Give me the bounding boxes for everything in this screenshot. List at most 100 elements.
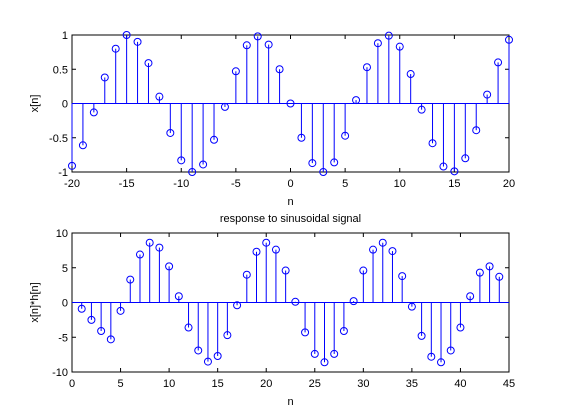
x-tick-label: -5 <box>231 178 241 190</box>
stem-marker <box>155 243 164 252</box>
stem-marker <box>505 35 513 44</box>
stem-marker <box>395 42 404 51</box>
y-tick-label: -0.5 <box>49 133 68 145</box>
y-axis-label-top: x[n] <box>29 95 41 113</box>
y-tick-label: 1 <box>62 30 68 42</box>
x-tick-label: -10 <box>173 178 189 190</box>
stem-marker <box>188 168 197 176</box>
y-tick-label: 10 <box>56 228 68 240</box>
stem-marker <box>111 44 120 53</box>
stem-marker <box>281 266 290 275</box>
stem-marker <box>133 37 142 46</box>
y-axis-label-bottom: x[n]*h[n] <box>29 282 41 322</box>
x-tick-label: 40 <box>454 378 466 390</box>
y-tick-label: -10 <box>52 367 68 379</box>
x-tick-label: 30 <box>357 378 369 390</box>
x-tick-label: 25 <box>309 378 321 390</box>
stem-marker <box>369 245 378 254</box>
stem-marker <box>275 65 284 74</box>
stem-marker <box>116 306 125 315</box>
stem-marker <box>378 238 387 247</box>
stem-marker <box>450 167 459 176</box>
stem-marker <box>184 323 193 332</box>
stem-marker <box>495 272 504 281</box>
stem-marker <box>220 102 229 111</box>
subplot-bottom: 0 5 10 15 20 25 30 35 40 45 -10 -5 0 5 10 response to … <box>29 213 515 408</box>
stem-marker <box>301 328 310 337</box>
y-tick-label: -1 <box>58 167 68 179</box>
subplot-top: -20 -15 -10 -5 0 5 10 15 20 -1 -0.5 0 0.5 1 n x[n] <box>29 30 515 208</box>
stem-marker <box>439 162 448 171</box>
stem-marker <box>466 292 475 301</box>
stem-marker <box>166 128 175 137</box>
stem-marker <box>262 238 271 247</box>
stem-marker <box>417 331 426 340</box>
stem-marker <box>242 41 251 50</box>
x-tick-label: 45 <box>503 378 515 390</box>
stem-marker <box>417 105 426 114</box>
y-tick-label: 0 <box>62 99 68 111</box>
stem-marker <box>233 301 242 310</box>
stem-marker <box>330 349 339 358</box>
x-tick-label: 0 <box>287 178 293 190</box>
stem-marker <box>126 275 135 284</box>
stem-marker <box>398 272 407 281</box>
stem-marker <box>203 357 212 366</box>
stem-marker <box>286 99 295 108</box>
x-tick-label: 0 <box>69 378 75 390</box>
stem-marker <box>210 135 219 144</box>
stem-marker <box>428 139 437 148</box>
stem-marker <box>427 352 436 361</box>
stem-marker <box>341 131 350 140</box>
stem-marker <box>242 270 251 279</box>
stem-marker <box>320 358 329 367</box>
stem-marker <box>213 352 222 361</box>
stem-marker <box>68 161 76 170</box>
stem-marker <box>359 266 368 275</box>
stem-marker <box>339 326 348 335</box>
stem-marker <box>77 304 86 313</box>
stem-marker <box>483 90 492 99</box>
stem-marker <box>319 168 328 176</box>
stem-marker <box>122 31 131 39</box>
stems-top <box>68 31 513 176</box>
ticks-top: -20 -15 -10 -5 0 5 10 15 20 -1 -0.5 0 0.5 1 <box>49 30 515 190</box>
stem-marker <box>291 297 300 306</box>
stem-marker <box>177 156 186 165</box>
stem-marker <box>155 92 164 101</box>
stem-marker <box>223 331 232 340</box>
stems-bottom <box>72 238 509 367</box>
stem-marker <box>252 247 261 256</box>
stem-marker <box>388 247 397 256</box>
stem-marker <box>199 160 208 169</box>
stem-marker <box>106 335 115 344</box>
stem-marker <box>145 238 154 247</box>
stem-marker <box>437 358 446 367</box>
title-bottom: response to sinusoidal signal <box>220 213 361 225</box>
stem-marker <box>373 39 382 48</box>
stem-marker <box>89 108 98 117</box>
stem-marker <box>446 346 455 355</box>
x-tick-label: 15 <box>448 178 460 190</box>
y-tick-label: 0 <box>62 298 68 310</box>
stem-marker <box>384 31 393 40</box>
stem-marker <box>231 67 240 76</box>
ticks-bottom: 0 5 10 15 20 25 30 35 40 45 -10 -5 0 5 10 <box>52 228 515 390</box>
stem-marker <box>352 96 361 105</box>
x-tick-label: 15 <box>212 378 224 390</box>
x-tick-label: -20 <box>64 178 80 190</box>
stem-marker <box>100 73 109 82</box>
stem-marker <box>165 262 174 271</box>
stem-marker <box>475 268 484 277</box>
stem-marker <box>310 349 319 358</box>
x-axis-label-top: n <box>287 196 293 208</box>
stem-marker <box>78 141 87 150</box>
x-tick-label: -15 <box>119 178 135 190</box>
stem-marker <box>456 323 465 332</box>
stem-marker <box>97 326 106 335</box>
y-tick-label: -5 <box>58 332 68 344</box>
stem-marker <box>194 346 203 355</box>
x-tick-label: 5 <box>117 378 123 390</box>
y-tick-label: 0.5 <box>53 64 68 76</box>
